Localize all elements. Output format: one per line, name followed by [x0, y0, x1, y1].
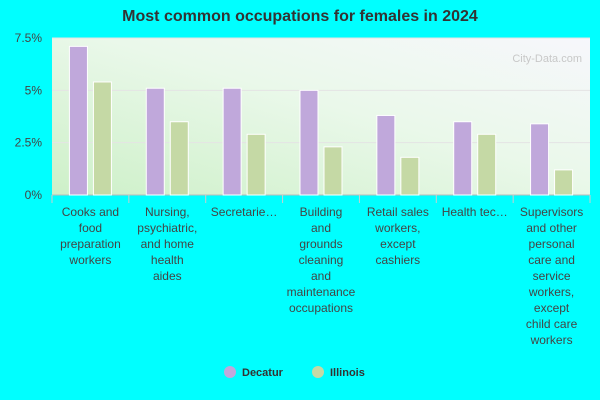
bar-illinois	[323, 146, 343, 196]
bar-decatur	[145, 87, 165, 196]
watermark: City-Data.com	[512, 53, 582, 65]
chart-title: Most common occupations for females in 2…	[122, 8, 478, 25]
bar-decatur	[453, 121, 473, 196]
x-tick-label: workers	[68, 253, 111, 267]
x-tick-label: care and	[528, 253, 575, 267]
x-tick-label: and	[311, 269, 331, 283]
y-tick-label: 0%	[25, 188, 43, 202]
x-tick-label: health	[151, 253, 184, 267]
x-tick-label: and home	[141, 237, 195, 251]
bar-illinois	[400, 156, 420, 196]
bar-decatur	[376, 114, 396, 196]
x-tick-label: personal	[529, 237, 575, 251]
bar-decatur	[222, 87, 242, 196]
legend-marker-illinois	[312, 366, 324, 378]
x-tick-label: psychiatric,	[137, 221, 197, 235]
x-tick-label: Supervisors	[520, 205, 583, 219]
x-tick-label: food	[79, 221, 102, 235]
x-tick-label: Nursing,	[145, 205, 190, 219]
x-tick-label: and other	[526, 221, 577, 235]
x-tick-label: workers	[530, 333, 573, 347]
x-tick-label: aides	[153, 269, 182, 283]
legend-label-decatur: Decatur	[242, 367, 284, 379]
x-tick-label: Building	[300, 205, 343, 219]
x-tick-label: workers,	[528, 285, 574, 299]
x-tick-label: and	[311, 221, 331, 235]
legend-label-illinois: Illinois	[330, 367, 365, 379]
x-tick-label: workers,	[374, 221, 420, 235]
x-tick-label: grounds	[299, 237, 342, 251]
y-tick-label: 2.5%	[15, 136, 43, 150]
x-tick-label: cashiers	[376, 253, 421, 267]
bar-illinois	[554, 169, 574, 196]
y-tick-label: 5%	[25, 83, 43, 97]
x-tick-label: Secretarie…	[211, 205, 278, 219]
x-tick-label: except	[534, 301, 570, 315]
x-tick-label: Cooks and	[62, 205, 119, 219]
x-tick-label: cleaning	[299, 253, 344, 267]
bar-illinois	[246, 133, 266, 196]
bar-illinois	[92, 81, 112, 196]
x-tick-label: except	[380, 237, 416, 251]
bar-illinois	[169, 121, 189, 196]
x-tick-label: child care	[526, 317, 578, 331]
y-tick-label: 7.5%	[15, 31, 43, 45]
x-tick-label: Health tec…	[442, 205, 508, 219]
x-tick-label: maintenance	[287, 285, 356, 299]
bar-decatur	[68, 45, 88, 196]
legend-marker-decatur	[224, 366, 236, 378]
plot-area	[52, 38, 590, 195]
bar-decatur	[530, 123, 550, 196]
x-tick-label: Retail sales	[367, 205, 429, 219]
x-tick-label: preparation	[60, 237, 121, 251]
x-tick-label: occupations	[289, 301, 353, 315]
x-tick-label: service	[533, 269, 571, 283]
bar-illinois	[477, 133, 497, 196]
bar-decatur	[299, 89, 319, 196]
